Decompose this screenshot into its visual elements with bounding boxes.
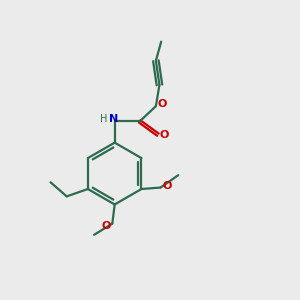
Text: O: O [159, 130, 169, 140]
Text: O: O [157, 99, 167, 109]
Text: O: O [101, 221, 110, 231]
Text: O: O [162, 181, 172, 191]
Text: N: N [109, 114, 118, 124]
Text: H: H [100, 114, 107, 124]
